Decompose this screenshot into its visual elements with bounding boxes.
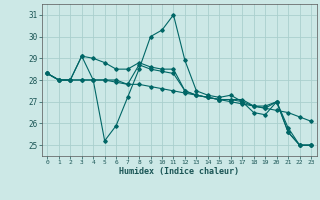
X-axis label: Humidex (Indice chaleur): Humidex (Indice chaleur) <box>119 167 239 176</box>
